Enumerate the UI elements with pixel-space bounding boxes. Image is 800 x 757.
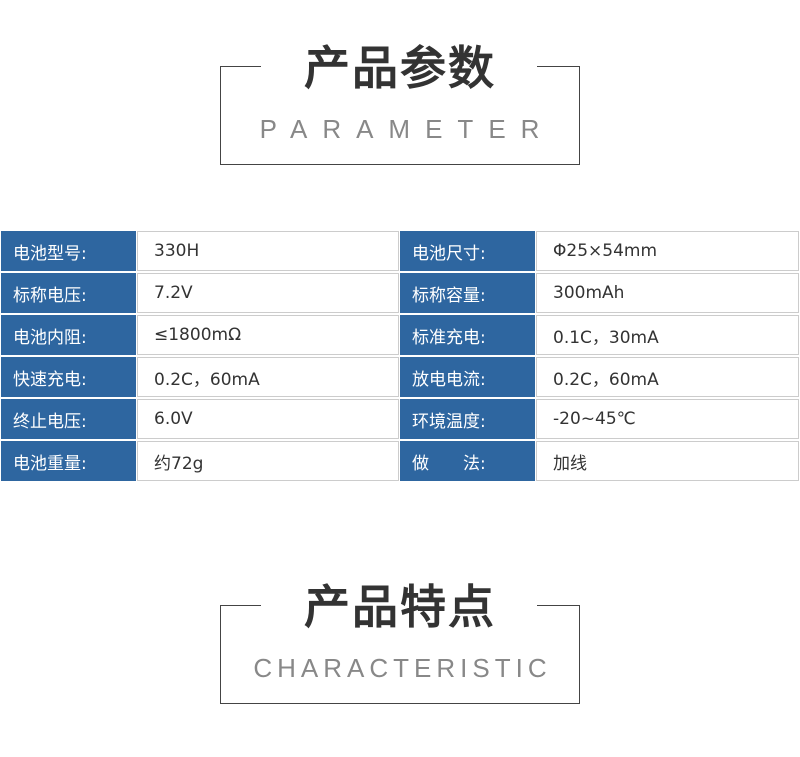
param-label: 终止电压: [1,399,136,439]
param-value: 约72g [137,441,399,481]
param-value: 330H [137,231,399,271]
param-value: 7.2V [137,273,399,313]
param-value: 300mAh [536,273,799,313]
section-subtitle: CHARACTERISTIC [253,653,552,683]
param-value: 0.1C，30mA [536,315,799,355]
param-label: 放电电流: [400,357,535,397]
param-value: Φ25×54mm [536,231,799,271]
param-label: 做 法: [400,441,535,481]
param-label: 环境温度: [400,399,535,439]
param-value: 0.2C，60mA [536,357,799,397]
param-value: 6.0V [137,399,399,439]
parameter-header: 产品参数 PARAMETER [220,41,580,165]
param-label: 标准充电: [400,315,535,355]
table-row: 电池重量: 约72g 做 法: 加线 [1,441,799,481]
table-row: 标称电压: 7.2V 标称容量: 300mAh [1,273,799,313]
param-value: ≤1800mΩ [137,315,399,355]
param-label: 电池尺寸: [400,231,535,271]
section-subtitle: PARAMETER [259,114,555,144]
characteristic-header: 产品特点 CHARACTERISTIC [220,580,580,704]
table-row: 终止电压: 6.0V 环境温度: -20~45℃ [1,399,799,439]
param-label: 电池重量: [1,441,136,481]
param-label: 电池型号: [1,231,136,271]
param-label: 标称电压: [1,273,136,313]
table-row: 快速充电: 0.2C，60mA 放电电流: 0.2C，60mA [1,357,799,397]
param-label: 标称容量: [400,273,535,313]
param-value: -20~45℃ [536,399,799,439]
parameter-table: 电池型号: 330H 电池尺寸: Φ25×54mm 标称电压: 7.2V 标称容量: 300m… [0,229,800,483]
table-row: 电池型号: 330H 电池尺寸: Φ25×54mm [1,231,799,271]
param-value: 加线 [536,441,799,481]
param-label: 电池内阻: [1,315,136,355]
param-label: 快速充电: [1,357,136,397]
section-title: 产品参数 [304,41,496,95]
section-title: 产品特点 [304,580,496,634]
param-value: 0.2C，60mA [137,357,399,397]
table-row: 电池内阻: ≤1800mΩ 标准充电: 0.1C，30mA [1,315,799,355]
